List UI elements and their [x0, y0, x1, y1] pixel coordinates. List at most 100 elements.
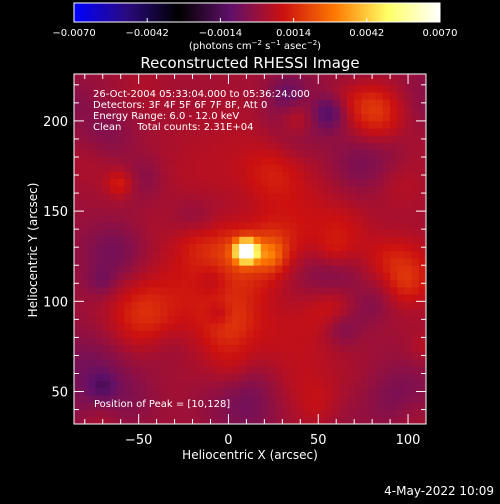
heatmap-pixel: [289, 308, 298, 317]
heatmap-pixel: [318, 373, 326, 382]
heatmap-pixel: [354, 416, 362, 424]
heatmap-pixel: [404, 294, 413, 302]
heatmap-pixel: [411, 387, 420, 396]
heatmap-pixel: [145, 337, 154, 346]
heatmap-pixel: [81, 351, 89, 360]
heatmap-pixel: [404, 164, 413, 172]
heatmap-pixel: [325, 337, 334, 346]
heatmap-pixel: [153, 351, 161, 360]
heatmap-pixel: [303, 272, 312, 281]
heatmap-pixel: [397, 120, 405, 129]
heatmap-pixel: [196, 236, 204, 244]
heatmap-pixel: [303, 178, 312, 187]
heatmap-pixel: [418, 84, 426, 93]
heatmap-pixel: [131, 330, 140, 338]
heatmap-pixel: [296, 330, 305, 338]
heatmap-pixel: [368, 185, 377, 194]
heatmap-pixel: [397, 366, 405, 374]
heatmap-pixel: [303, 128, 312, 136]
heatmap-pixel: [260, 92, 269, 100]
heatmap-pixel: [145, 330, 154, 338]
heatmap-pixel: [382, 250, 391, 259]
heatmap-pixel: [404, 366, 413, 374]
heatmap-pixel: [174, 286, 183, 295]
heatmap-pixel: [246, 265, 254, 273]
heatmap-pixel: [318, 286, 326, 295]
heatmap-pixel: [88, 200, 96, 208]
heatmap-pixel: [346, 221, 355, 230]
heatmap-pixel: [188, 92, 197, 100]
heatmap-pixel: [260, 156, 269, 165]
heatmap-pixel: [361, 149, 369, 158]
heatmap-pixel: [332, 214, 341, 223]
heatmap-pixel: [267, 344, 276, 353]
heatmap-pixel: [239, 135, 247, 143]
heatmap-pixel: [88, 193, 96, 201]
heatmap-pixel: [397, 229, 405, 237]
heatmap-pixel: [167, 344, 175, 353]
heatmap-pixel: [267, 120, 276, 129]
heatmap-pixel: [174, 344, 183, 353]
heatmap-pixel: [267, 149, 276, 158]
heatmap-pixel: [196, 77, 204, 86]
heatmap-pixel: [239, 207, 247, 216]
heatmap-pixel: [196, 74, 204, 79]
heatmap-pixel: [267, 106, 276, 115]
heatmap-pixel: [346, 250, 355, 259]
heatmap-pixel: [253, 229, 262, 237]
heatmap-pixel: [246, 330, 254, 338]
heatmap-pixel: [303, 74, 312, 79]
heatmap-pixel: [117, 178, 125, 187]
heatmap-pixel: [296, 308, 305, 317]
heatmap-pixel: [303, 322, 312, 331]
heatmap-pixel: [88, 185, 96, 194]
heatmap-pixel: [232, 156, 240, 165]
heatmap-pixel: [196, 92, 204, 100]
heatmap-pixel: [174, 207, 183, 216]
heatmap-pixel: [382, 142, 391, 151]
heatmap-pixel: [418, 113, 426, 122]
heatmap-pixel: [260, 402, 269, 410]
heatmap-pixel: [318, 164, 326, 172]
heatmap-pixel: [74, 272, 82, 281]
heatmap-pixel: [167, 74, 175, 79]
heatmap-pixel: [167, 294, 175, 302]
heatmap-pixel: [325, 92, 334, 100]
heatmap-pixel: [131, 135, 140, 143]
heatmap-pixel: [138, 77, 147, 86]
heatmap-pixel: [325, 351, 334, 360]
heatmap-pixel: [282, 286, 290, 295]
heatmap-pixel: [325, 113, 334, 122]
heatmap-pixel: [354, 149, 362, 158]
heatmap-pixel: [160, 395, 168, 403]
heatmap-pixel: [188, 236, 197, 244]
heatmap-pixel: [102, 416, 111, 424]
heatmap-pixel: [224, 149, 233, 158]
heatmap-pixel: [411, 359, 420, 367]
heatmap-pixel: [210, 229, 219, 237]
heatmap-pixel: [361, 99, 369, 107]
heatmap-pixel: [124, 380, 132, 389]
heatmap-pixel: [167, 99, 175, 107]
heatmap-pixel: [196, 366, 204, 374]
heatmap-pixel: [411, 221, 420, 230]
heatmap-pixel: [224, 366, 233, 374]
heatmap-pixel: [167, 171, 175, 180]
heatmap-pixel: [382, 366, 391, 374]
heatmap-pixel: [196, 294, 204, 302]
heatmap-pixel: [253, 409, 262, 418]
heatmap-pixel: [260, 171, 269, 180]
heatmap-pixel: [181, 322, 190, 331]
heatmap-pixel: [239, 185, 247, 194]
heatmap-pixel: [354, 171, 362, 180]
heatmap-pixel: [74, 178, 82, 187]
heatmap-pixel: [311, 128, 319, 136]
heatmap-pixel: [253, 236, 262, 244]
heatmap-pixel: [390, 229, 398, 237]
heatmap-pixel: [375, 135, 384, 143]
heatmap-pixel: [117, 128, 125, 136]
heatmap-pixel: [339, 416, 348, 424]
heatmap-pixel: [153, 243, 161, 252]
heatmap-pixel: [145, 366, 154, 374]
